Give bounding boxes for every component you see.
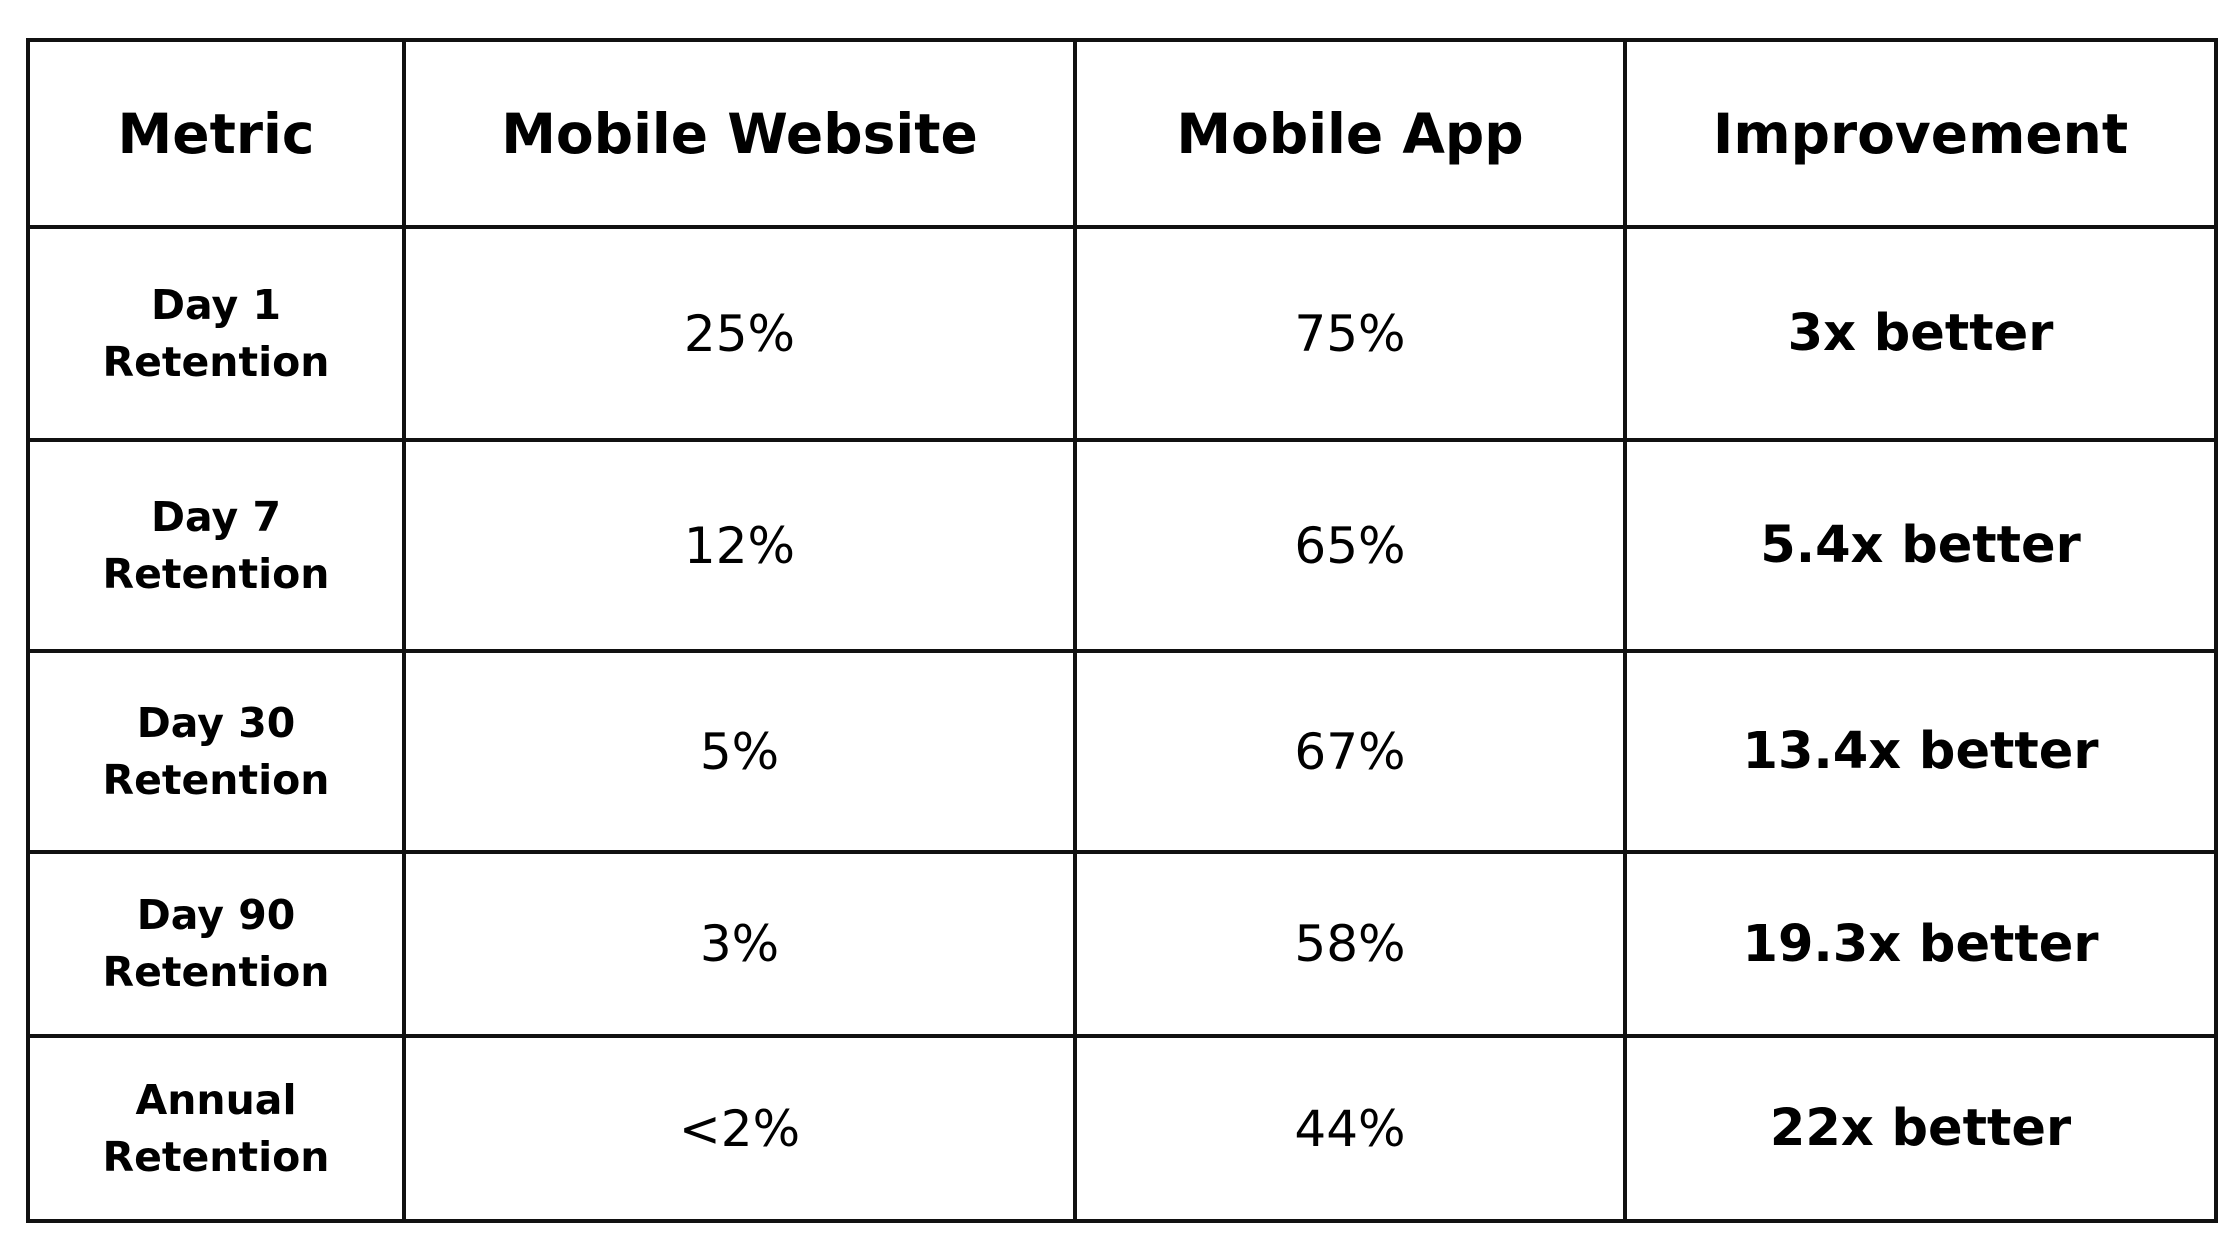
mobile-app-cell: 75% [1073, 225, 1627, 442]
header-mobile-website: Mobile Website [402, 38, 1077, 229]
mobile-website-cell: 25% [402, 225, 1077, 442]
metric-cell: Day 90 Retention [26, 850, 406, 1038]
header-metric: Metric [26, 38, 406, 229]
improvement-cell: 22x better [1623, 1034, 2218, 1223]
header-mobile-app: Mobile App [1073, 38, 1627, 229]
table-row: Day 30 Retention 5% 67% 13.4x better [26, 649, 2218, 854]
mobile-app-cell: 67% [1073, 649, 1627, 854]
improvement-cell: 13.4x better [1623, 649, 2218, 854]
metric-cell: Day 30 Retention [26, 649, 406, 854]
mobile-website-cell: 3% [402, 850, 1077, 1038]
table-row: Annual Retention <2% 44% 22x better [26, 1034, 2218, 1223]
improvement-cell: 3x better [1623, 225, 2218, 442]
table-row: Day 7 Retention 12% 65% 5.4x better [26, 438, 2218, 653]
mobile-app-cell: 58% [1073, 850, 1627, 1038]
header-row: Metric Mobile Website Mobile App Improve… [26, 38, 2218, 229]
metric-cell: Annual Retention [26, 1034, 406, 1223]
improvement-cell: 5.4x better [1623, 438, 2218, 653]
metric-cell: Day 7 Retention [26, 438, 406, 653]
retention-comparison-table: Metric Mobile Website Mobile App Improve… [26, 38, 2218, 1223]
table-header: Metric Mobile Website Mobile App Improve… [26, 38, 2218, 229]
metric-cell: Day 1 Retention [26, 225, 406, 442]
header-improvement: Improvement [1623, 38, 2218, 229]
mobile-app-cell: 44% [1073, 1034, 1627, 1223]
mobile-website-cell: <2% [402, 1034, 1077, 1223]
table-row: Day 1 Retention 25% 75% 3x better [26, 225, 2218, 442]
improvement-cell: 19.3x better [1623, 850, 2218, 1038]
mobile-website-cell: 12% [402, 438, 1077, 653]
mobile-app-cell: 65% [1073, 438, 1627, 653]
mobile-website-cell: 5% [402, 649, 1077, 854]
table-body: Day 1 Retention 25% 75% 3x better Day 7 … [26, 225, 2218, 1223]
table-row: Day 90 Retention 3% 58% 19.3x better [26, 850, 2218, 1038]
